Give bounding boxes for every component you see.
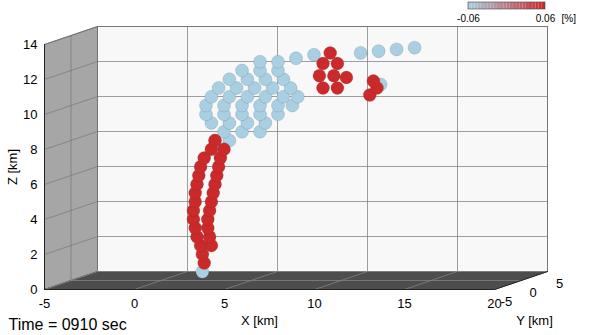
svg-text:5: 5 <box>556 276 563 291</box>
svg-text:14: 14 <box>23 37 37 52</box>
svg-text:12: 12 <box>23 72 37 87</box>
svg-text:0: 0 <box>131 296 138 311</box>
svg-text:4: 4 <box>30 212 37 227</box>
svg-text:Y [km]: Y [km] <box>516 313 553 328</box>
svg-text:10: 10 <box>307 296 321 311</box>
svg-text:-0.06: -0.06 <box>457 13 480 24</box>
svg-text:0.06: 0.06 <box>536 13 556 24</box>
svg-text:X [km]: X [km] <box>241 313 278 328</box>
svg-text:6: 6 <box>30 177 37 192</box>
svg-text:8: 8 <box>30 142 37 157</box>
svg-text:0: 0 <box>30 282 37 297</box>
svg-text:2: 2 <box>30 247 37 262</box>
svg-text:-5: -5 <box>39 296 51 311</box>
svg-text:5: 5 <box>221 296 228 311</box>
svg-text:Time = 0910 sec: Time = 0910 sec <box>9 316 127 333</box>
svg-text:-5: -5 <box>501 294 513 309</box>
svg-text:0: 0 <box>529 285 536 300</box>
svg-text:20: 20 <box>487 296 501 311</box>
svg-text:10: 10 <box>23 107 37 122</box>
svg-text:Z [km]: Z [km] <box>5 149 20 185</box>
svg-text:15: 15 <box>397 296 411 311</box>
svg-text:[%]: [%] <box>562 13 577 24</box>
